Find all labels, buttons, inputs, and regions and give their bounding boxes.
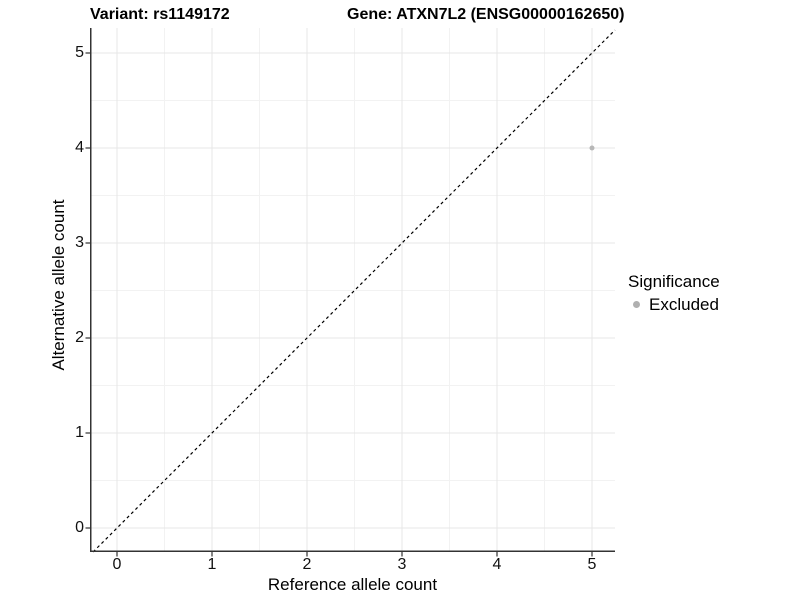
x-tick-label: 0 [112,556,122,573]
x-tick-label: 2 [302,556,312,573]
data-point [589,145,595,151]
legend-label: Excluded [649,294,719,314]
legend-key [628,296,645,313]
plot-title-variant: Variant: rs1149172 [90,6,230,23]
y-axis-title: Alternative allele count [49,199,68,371]
y-tick-label: 4 [75,139,84,156]
x-tick-label: 3 [397,556,407,573]
y-tick-label: 3 [75,234,84,251]
y-tick-label: 2 [75,329,84,346]
legend-title: Significance [628,272,720,291]
y-tick-label: 1 [75,424,84,441]
y-tick-label: 5 [75,44,84,61]
x-tick-label: 4 [492,556,502,573]
plot-panel-svg [85,28,616,557]
legend: Significance Excluded [628,272,720,314]
plot-panel [85,28,616,557]
y-tick-label: 0 [75,519,84,536]
excluded-point-icon [633,301,640,308]
plot-title-gene: Gene: ATXN7L2 (ENSG00000162650) [347,6,625,23]
x-tick-label: 1 [207,556,217,573]
legend-item-excluded: Excluded [628,295,720,314]
x-axis-title: Reference allele count [267,575,438,594]
x-tick-label: 5 [587,556,597,573]
